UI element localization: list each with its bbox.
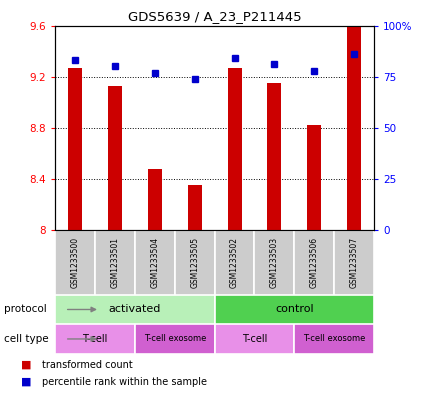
Text: GSM1233502: GSM1233502 — [230, 237, 239, 288]
Text: T-cell exosome: T-cell exosome — [303, 334, 366, 343]
Text: T-cell: T-cell — [82, 334, 108, 344]
Bar — [294, 230, 334, 295]
Text: activated: activated — [109, 305, 161, 314]
Text: GSM1233507: GSM1233507 — [350, 237, 359, 288]
Bar — [227, 68, 241, 230]
Bar — [95, 230, 135, 295]
Text: ■: ■ — [21, 360, 32, 370]
Bar — [215, 324, 294, 354]
Text: protocol: protocol — [4, 305, 47, 314]
Bar — [215, 230, 255, 295]
Text: GSM1233503: GSM1233503 — [270, 237, 279, 288]
Text: GSM1233505: GSM1233505 — [190, 237, 199, 288]
Bar — [55, 324, 135, 354]
Bar — [68, 68, 82, 230]
Bar — [108, 86, 122, 230]
Bar — [334, 230, 374, 295]
Text: cell type: cell type — [4, 334, 49, 344]
Text: GSM1233504: GSM1233504 — [150, 237, 159, 288]
Bar — [294, 324, 374, 354]
Text: percentile rank within the sample: percentile rank within the sample — [42, 377, 207, 387]
Bar — [215, 295, 374, 324]
Title: GDS5639 / A_23_P211445: GDS5639 / A_23_P211445 — [128, 10, 301, 23]
Bar — [135, 324, 215, 354]
Bar — [255, 230, 294, 295]
Text: GSM1233501: GSM1233501 — [110, 237, 119, 288]
Text: ■: ■ — [21, 377, 32, 387]
Bar — [347, 26, 361, 230]
Bar — [175, 230, 215, 295]
Text: transformed count: transformed count — [42, 360, 133, 370]
Bar — [148, 169, 162, 230]
Bar — [307, 125, 321, 230]
Text: GSM1233500: GSM1233500 — [71, 237, 79, 288]
Bar — [188, 185, 202, 230]
Text: control: control — [275, 305, 314, 314]
Text: T-cell: T-cell — [242, 334, 267, 344]
Bar — [55, 230, 95, 295]
Bar — [135, 230, 175, 295]
Bar — [267, 83, 281, 230]
Text: GSM1233506: GSM1233506 — [310, 237, 319, 288]
Text: T-cell exosome: T-cell exosome — [144, 334, 206, 343]
Bar — [55, 295, 215, 324]
